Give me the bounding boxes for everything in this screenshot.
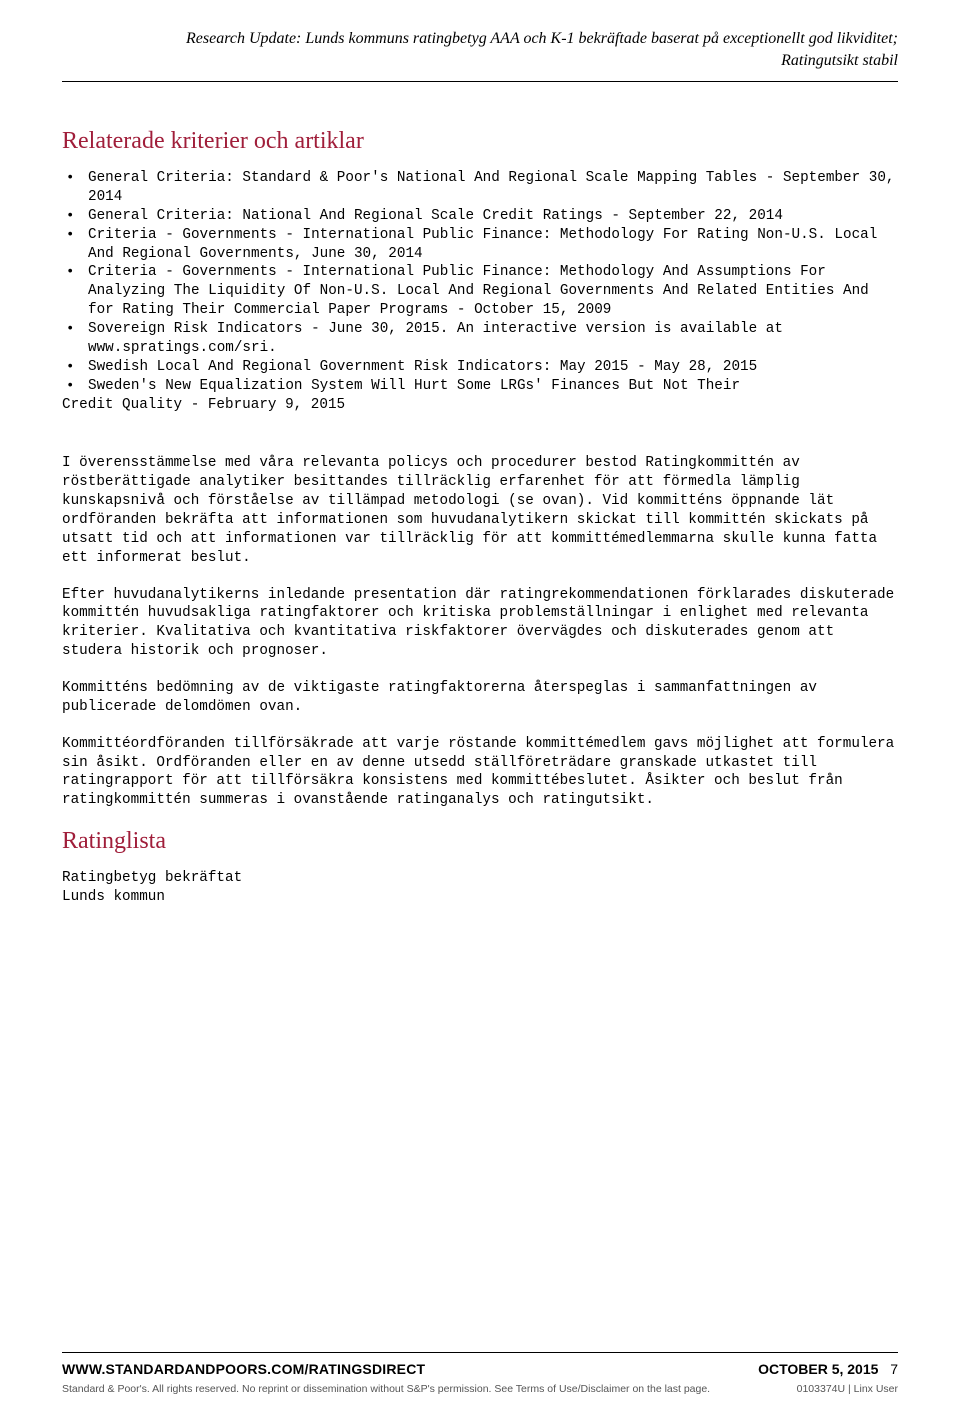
footer-date: OCTOBER 5, 2015	[758, 1361, 878, 1377]
rating-lines: Ratingbetyg bekräftat Lunds kommun	[62, 869, 898, 907]
footer-bottom-row: Standard & Poor's. All rights reserved. …	[62, 1383, 898, 1395]
list-item: General Criteria: Standard & Poor's Nati…	[62, 169, 898, 207]
list-item: Criteria - Governments - International P…	[62, 226, 898, 264]
footer-docid: 0103374U | Linx User	[797, 1383, 898, 1395]
criteria-list: General Criteria: Standard & Poor's Nati…	[62, 169, 898, 395]
list-continuation: Credit Quality - February 9, 2015	[62, 396, 898, 415]
body-paragraph: Kommittéordföranden tillförsäkrade att v…	[62, 735, 898, 810]
section-heading-criteria: Relaterade kriterier och artiklar	[62, 128, 898, 155]
body-paragraph: Efter huvudanalytikerns inledande presen…	[62, 586, 898, 661]
rating-line: Ratingbetyg bekräftat	[62, 869, 898, 888]
list-item: Criteria - Governments - International P…	[62, 263, 898, 320]
list-item: Sweden's New Equalization System Will Hu…	[62, 377, 898, 396]
header-line-2: Ratingutsikt stabil	[781, 52, 898, 69]
footer-top-row: WWW.STANDARDANDPOORS.COM/RATINGSDIRECT O…	[62, 1361, 898, 1377]
page-footer: WWW.STANDARDANDPOORS.COM/RATINGSDIRECT O…	[62, 1352, 898, 1395]
rating-line: Lunds kommun	[62, 888, 898, 907]
list-item: Swedish Local And Regional Government Ri…	[62, 358, 898, 377]
list-item: Sovereign Risk Indicators - June 30, 201…	[62, 320, 898, 358]
header-divider	[62, 81, 898, 82]
header-line-1: Research Update: Lunds kommuns ratingbet…	[186, 30, 898, 47]
footer-date-page: OCTOBER 5, 2015 7	[758, 1361, 898, 1377]
section-heading-ratinglist: Ratinglista	[62, 828, 898, 855]
footer-page-number: 7	[882, 1361, 898, 1377]
footer-divider	[62, 1352, 898, 1353]
body-paragraph: Kommitténs bedömning av de viktigaste ra…	[62, 679, 898, 717]
body-paragraph: I överensstämmelse med våra relevanta po…	[62, 454, 898, 567]
footer-copyright: Standard & Poor's. All rights reserved. …	[62, 1383, 710, 1395]
document-header-title: Research Update: Lunds kommuns ratingbet…	[62, 28, 898, 71]
footer-url: WWW.STANDARDANDPOORS.COM/RATINGSDIRECT	[62, 1361, 425, 1377]
list-item: General Criteria: National And Regional …	[62, 207, 898, 226]
